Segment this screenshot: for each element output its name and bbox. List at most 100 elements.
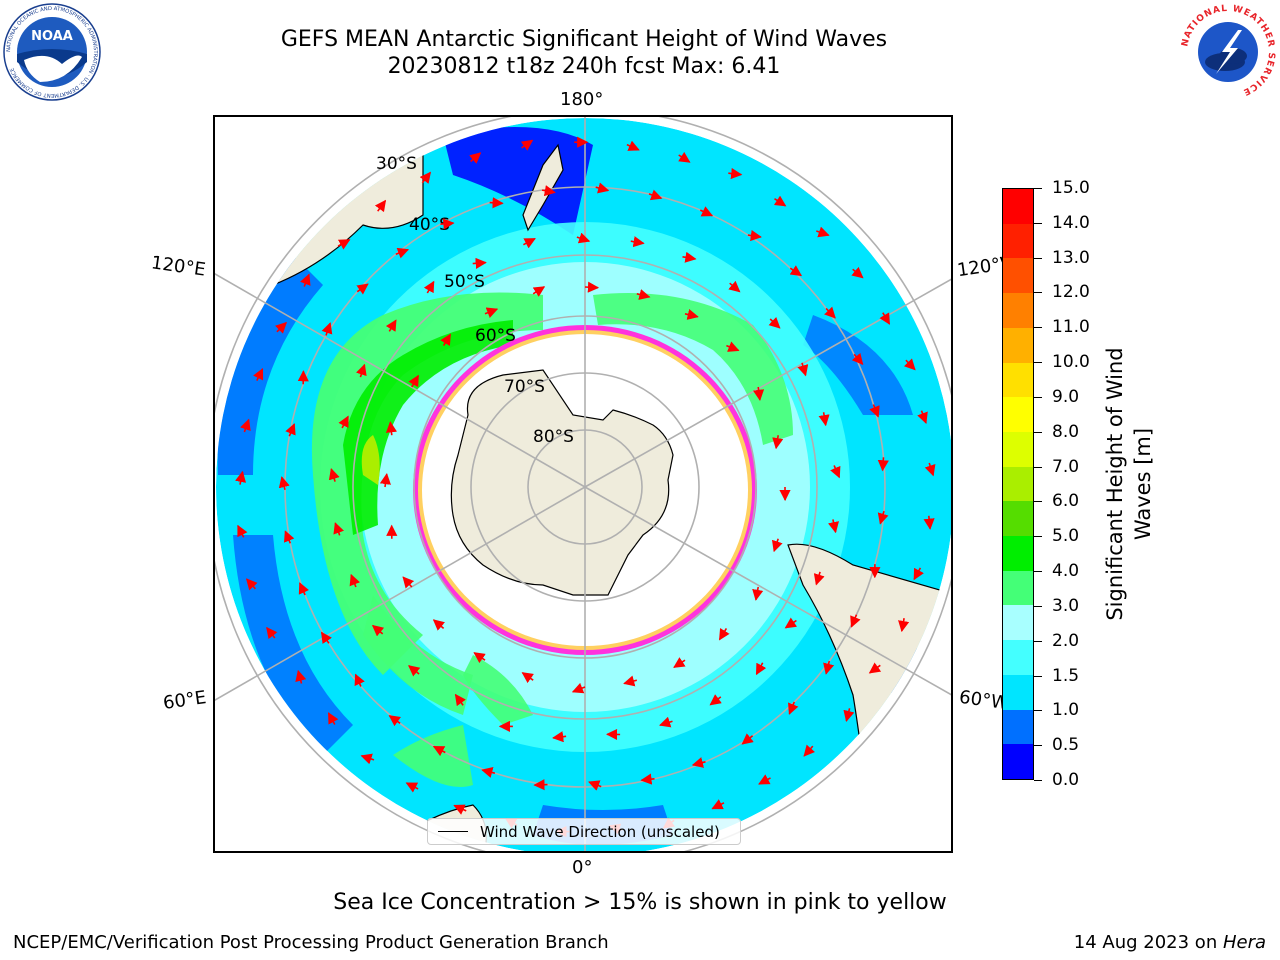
wind-wave-arrow — [728, 167, 743, 180]
colorbar-title: Significant Height of Wind Waves [m] — [1101, 324, 1157, 644]
wind-wave-arrow — [823, 660, 835, 675]
colorbar-tick-label: 5.0 — [1052, 526, 1080, 547]
colorbar-tick — [1034, 431, 1042, 433]
polar-map: 30°S 40°S 50°S 60°S 70°S 80°S — [213, 115, 953, 853]
colorbar-segment — [1003, 397, 1033, 432]
colorbar-segment — [1003, 293, 1033, 328]
colorbar-segment — [1003, 258, 1033, 294]
wind-wave-arrow — [454, 693, 466, 707]
wind-wave-arrow — [275, 321, 288, 334]
colorbar-tick — [1034, 292, 1042, 294]
wind-wave-arrow — [374, 199, 387, 213]
colorbar-tick-label: 0.5 — [1052, 735, 1080, 756]
wind-wave-arrow — [320, 631, 332, 644]
wind-wave-arrow — [595, 182, 610, 194]
wind-wave-arrow — [879, 312, 891, 325]
wind-wave-arrow — [385, 421, 398, 436]
lat-label-50s: 50°S — [444, 272, 485, 292]
wind-wave-arrow — [423, 280, 435, 294]
colorbar-segment — [1003, 570, 1033, 606]
wind-wave-arrow — [408, 374, 419, 388]
wind-wave-arrow — [718, 627, 730, 641]
wind-wave-arrow — [285, 423, 296, 437]
wind-wave-arrow — [349, 573, 361, 588]
wind-wave-arrow — [571, 682, 586, 694]
colorbar-tick-label: 4.0 — [1052, 561, 1080, 582]
wind-wave-arrow — [360, 753, 375, 765]
wind-wave-arrow — [298, 582, 310, 596]
wind-wave-arrow — [923, 515, 935, 530]
colorbar-tick — [1034, 710, 1042, 712]
wind-wave-arrow — [741, 733, 754, 745]
wind-wave-arrow — [630, 236, 645, 248]
wind-wave-arrow — [453, 804, 467, 815]
wind-wave-arrow — [432, 745, 446, 757]
map-legend: Wind Wave Direction (unscaled) — [427, 818, 741, 845]
wind-wave-arrow — [405, 782, 419, 793]
colorbar-tick-label: 6.0 — [1052, 491, 1080, 512]
wind-wave-arrow — [636, 289, 651, 300]
lat-label-30s: 30°S — [376, 154, 417, 174]
colorbar-tick — [1034, 640, 1042, 642]
wind-wave-arrow — [816, 226, 830, 238]
wind-wave-arrow — [752, 586, 764, 601]
wind-wave-arrow — [354, 673, 365, 687]
colorbar-tick — [1034, 362, 1042, 364]
colorbar-tick — [1034, 188, 1042, 189]
colorbar-tick — [1034, 780, 1042, 781]
wind-wave-arrow — [851, 352, 864, 366]
wind-wave-arrow — [913, 567, 924, 581]
wind-wave-arrow — [728, 280, 741, 293]
lat-label-80s: 80°S — [533, 427, 574, 447]
forecast-subtitle: 20230812 t18z 240h fcst Max: 6.41 — [387, 54, 781, 79]
wind-wave-arrow — [684, 309, 699, 320]
noaa-text: NOAA — [31, 29, 73, 44]
colorbar-title-line2: Waves [m] — [1131, 427, 1155, 541]
wind-wave-arrow — [240, 418, 251, 433]
wind-wave-arrow — [903, 358, 916, 371]
polar-map-canvas: 30°S 40°S 50°S 60°S 70°S 80°S — [215, 117, 951, 851]
footer-date-text: 14 Aug 2023 on — [1073, 932, 1223, 953]
wind-wave-arrow — [402, 576, 415, 589]
wind-wave-arrows — [235, 136, 936, 838]
colorbar-tick-label: 1.5 — [1052, 665, 1080, 686]
colorbar-tick-label: 10.0 — [1052, 352, 1090, 373]
wind-wave-arrow — [484, 307, 499, 318]
wind-wave-arrow — [772, 435, 784, 450]
wind-wave-arrow — [868, 662, 882, 674]
wind-wave-arrow — [440, 218, 455, 230]
footer-machine: Hera — [1222, 932, 1266, 953]
wind-wave-arrow — [328, 468, 340, 482]
colorbar-tick-label: 13.0 — [1052, 247, 1090, 268]
colorbar-tick-label: 11.0 — [1052, 317, 1090, 338]
wind-wave-arrow — [321, 322, 333, 336]
wind-wave-arrow — [541, 185, 556, 197]
wind-wave-arrow — [851, 266, 864, 279]
wind-wave-arrow — [828, 519, 839, 534]
wind-wave-arrow — [584, 281, 600, 293]
wind-wave-arrow — [726, 341, 740, 352]
wind-wave-arrow — [771, 538, 783, 553]
wind-wave-arrow — [388, 715, 401, 727]
wind-wave-arrow — [408, 665, 421, 677]
wind-wave-arrow — [481, 767, 496, 778]
wind-wave-arrow — [755, 662, 767, 676]
colorbar-segment — [1003, 536, 1033, 571]
wind-wave-arrow — [803, 744, 816, 757]
wind-wave-arrow — [813, 571, 825, 586]
wind-wave-arrow — [659, 716, 673, 728]
wind-wave-arrow — [333, 522, 344, 536]
wind-wave-arrow — [824, 306, 836, 319]
lat-label-40s: 40°S — [409, 215, 450, 235]
wind-wave-arrow — [784, 617, 798, 629]
colorbar-tick — [1034, 605, 1042, 607]
colorbar-tick-label: 3.0 — [1052, 595, 1080, 616]
wind-wave-arrow — [753, 386, 765, 402]
wind-wave-arrow — [789, 265, 803, 277]
wind-wave-arrow — [898, 618, 910, 633]
sea-ice-note: Sea Ice Concentration > 15% is shown in … — [333, 890, 947, 915]
noaa-logo: NATIONAL OCEANIC AND ATMOSPHERIC ADMINIS… — [3, 3, 101, 101]
wind-wave-arrow — [699, 206, 714, 217]
colorbar-tick-label: 14.0 — [1052, 212, 1090, 233]
wind-wave-arrow — [337, 239, 351, 250]
